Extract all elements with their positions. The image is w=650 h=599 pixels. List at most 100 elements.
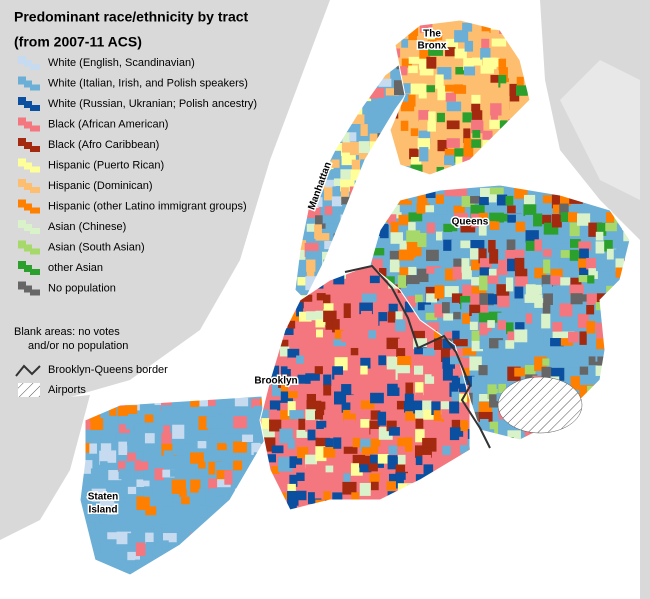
tract <box>481 21 491 34</box>
tract <box>359 464 372 473</box>
tract <box>378 169 391 179</box>
tract <box>490 166 498 175</box>
tract <box>398 214 411 226</box>
tract <box>410 83 425 95</box>
tract <box>260 500 273 509</box>
tract <box>224 551 237 564</box>
tract <box>313 79 327 93</box>
tract <box>413 365 424 375</box>
tract <box>163 496 173 508</box>
legend-swatch <box>18 220 40 234</box>
tract <box>269 319 279 329</box>
tract <box>516 76 524 90</box>
tract <box>471 31 482 41</box>
tract <box>570 293 583 305</box>
tract <box>452 330 460 341</box>
tract <box>379 185 388 199</box>
tract <box>315 401 326 416</box>
tract <box>322 215 337 224</box>
tract <box>296 355 304 364</box>
tract <box>261 482 274 496</box>
tract <box>216 470 231 480</box>
tract <box>418 110 430 122</box>
tract <box>368 330 377 341</box>
tract <box>507 430 521 440</box>
tract <box>499 128 508 141</box>
tract <box>552 331 565 344</box>
tract <box>515 204 531 214</box>
tract <box>487 331 503 340</box>
tract <box>527 155 530 163</box>
tract <box>100 569 114 575</box>
tract <box>614 383 630 396</box>
tract <box>459 436 470 449</box>
tract <box>507 111 520 124</box>
tract <box>305 250 320 261</box>
tract <box>305 311 320 321</box>
tract <box>418 130 431 144</box>
tract <box>198 488 206 504</box>
tract <box>325 438 334 448</box>
tract <box>541 313 551 329</box>
tract <box>471 313 485 323</box>
tract <box>595 257 611 272</box>
tract <box>135 451 144 460</box>
tract <box>586 438 602 440</box>
tract <box>280 265 289 275</box>
tract <box>463 128 471 144</box>
tract <box>505 437 514 440</box>
tract <box>271 445 284 454</box>
tract <box>481 38 490 49</box>
tract <box>497 312 505 326</box>
tract <box>417 268 429 283</box>
tract <box>360 168 376 178</box>
tract <box>377 301 392 313</box>
tract <box>415 294 423 303</box>
tract <box>359 152 368 161</box>
tract <box>331 150 341 162</box>
tract <box>82 460 93 474</box>
tract <box>488 194 497 203</box>
tract <box>440 491 448 501</box>
tract <box>298 418 312 431</box>
tract <box>322 60 330 71</box>
tract <box>453 339 468 347</box>
tract <box>413 492 425 507</box>
tract <box>418 83 427 99</box>
tract <box>622 366 630 380</box>
tract <box>453 348 465 357</box>
tract <box>107 506 119 515</box>
tract <box>287 357 300 370</box>
tract <box>426 293 438 303</box>
tract <box>161 540 169 548</box>
tract <box>587 401 601 416</box>
tract <box>587 429 596 439</box>
tract <box>396 348 406 357</box>
tract <box>368 233 377 246</box>
tract <box>399 267 411 281</box>
tract <box>350 347 359 356</box>
tract <box>369 206 382 221</box>
tract <box>518 147 530 156</box>
tract <box>498 74 507 88</box>
tract <box>424 374 435 384</box>
tract <box>606 212 619 223</box>
tract <box>596 338 607 351</box>
tract <box>469 321 478 330</box>
tract <box>261 497 265 505</box>
tract <box>269 409 277 423</box>
tract <box>533 213 543 227</box>
tract <box>390 30 404 40</box>
tract <box>399 204 412 213</box>
tract <box>388 185 401 199</box>
tract <box>462 156 472 167</box>
tract <box>144 569 158 575</box>
tract <box>287 320 296 329</box>
tract <box>280 402 292 416</box>
tract <box>340 169 355 181</box>
tract <box>323 508 335 510</box>
tract <box>526 67 530 83</box>
tract <box>304 105 316 120</box>
tract <box>342 106 351 120</box>
